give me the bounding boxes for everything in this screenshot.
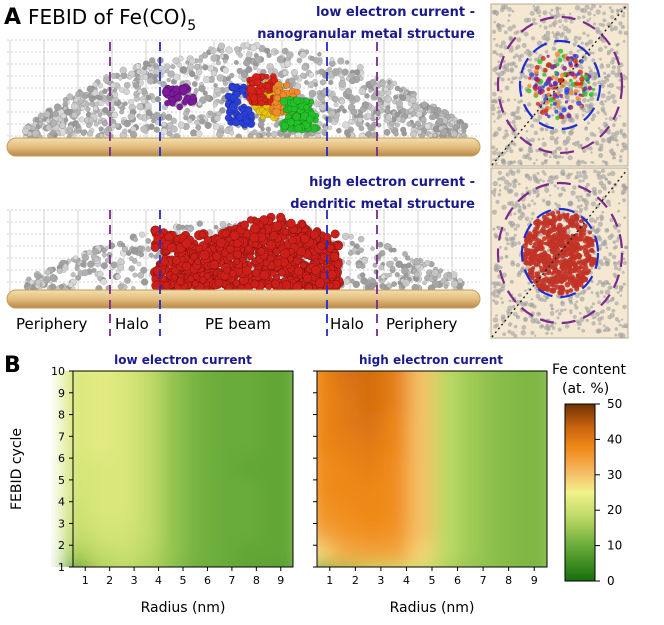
- colorbar: Fe content (at. %) 0 10 20 30 40 50: [552, 362, 626, 588]
- topview-low-current: [490, 3, 629, 167]
- simulation-high-current: high electron current - dendritic metal …: [6, 175, 481, 336]
- simulation-low-current: low electron current - nanogranular meta…: [6, 5, 481, 160]
- panel-a-title: FEBID of Fe(CO)5: [28, 5, 196, 34]
- colorbar-tick-label: 50: [607, 397, 622, 411]
- region-lines-bottom: [109, 210, 378, 336]
- y-tick-label: 2: [58, 539, 65, 552]
- x-tick-label: 7: [228, 574, 235, 587]
- y-tick-label: 4: [58, 496, 65, 509]
- beam-circle-bottom: [520, 207, 600, 299]
- x-tick-label: 4: [403, 574, 410, 587]
- colorbar-gradient: [564, 403, 596, 582]
- halo-circle-top: [496, 15, 624, 155]
- x-tick-label: 8: [505, 574, 512, 587]
- y-tick-label: 7: [58, 430, 65, 443]
- colorbar-tick-label: 40: [607, 432, 622, 446]
- top-caption-line2: nanogranular metal structure: [257, 27, 475, 42]
- diagonal-bottom: [491, 169, 628, 338]
- x-tick-label: 6: [454, 574, 461, 587]
- heatmap-cell: [258, 371, 293, 391]
- substrate-bottom: [6, 289, 481, 309]
- halo-circle-bottom: [496, 181, 624, 325]
- y-tick-label: 1: [58, 561, 65, 574]
- bottom-caption-line1: high electron current -: [309, 175, 475, 190]
- x-tick-label: 9: [531, 574, 538, 587]
- x-tick-label: 1: [326, 574, 333, 587]
- label-halo-right: Halo: [330, 315, 364, 333]
- colorbar-tick-label: 10: [607, 539, 622, 553]
- y-tick-label: 6: [58, 452, 65, 465]
- region-labels: Periphery Halo PE beam Halo Periphery: [16, 315, 457, 333]
- colorbar-title-line2: (at. %): [562, 381, 609, 397]
- x-tick-label: 2: [352, 574, 359, 587]
- colorbar-tick-label: 30: [607, 468, 622, 482]
- colorbar-tick-label: 20: [607, 503, 622, 517]
- y-tick-label: 8: [58, 409, 65, 422]
- y-tick-label: 3: [58, 517, 65, 530]
- y-tick-label: 10: [51, 365, 65, 378]
- x-tick-label: 3: [131, 574, 138, 587]
- x-tick-label: 5: [429, 574, 436, 587]
- x-tick-label: 9: [277, 574, 284, 587]
- panel-b-label: B: [4, 353, 21, 378]
- colorbar-title-line1: Fe content: [552, 362, 626, 378]
- x-tick-label: 7: [480, 574, 487, 587]
- x-tick-label: 2: [106, 574, 113, 587]
- metal-dendrite-bottom: [149, 212, 345, 294]
- y-axis-label: FEBID cycle: [9, 428, 25, 510]
- beam-circle-top: [518, 39, 602, 131]
- x-tick-label: 8: [253, 574, 260, 587]
- heatmap-cell: [511, 371, 547, 391]
- label-periphery-left: Periphery: [16, 315, 87, 333]
- y-tick-label: 5: [58, 474, 65, 487]
- substrate-top: [6, 137, 481, 157]
- bottom-caption-line2: dendritic metal structure: [290, 197, 475, 212]
- x-tick-label: 4: [155, 574, 162, 587]
- x-axis-label: Radius (nm): [141, 600, 226, 616]
- label-pe-beam: PE beam: [205, 315, 271, 333]
- heatmap-high-current: 1 2 3 4 5 6 7 8 9 high electron current Radius (nm…: [313, 353, 548, 616]
- panel-a-label: A: [4, 5, 21, 30]
- label-periphery-right: Periphery: [386, 315, 457, 333]
- x-axis-label: Radius (nm): [390, 600, 475, 616]
- heatmap-title: high electron current: [359, 353, 503, 367]
- x-tick-label: 6: [204, 574, 211, 587]
- panel-a-title-sub: 5: [187, 18, 196, 34]
- y-tick-label: 9: [58, 387, 65, 400]
- heatmap-low-current: 1 2 3 4 5 6 7 8 9 1 2 3 4 5 6 7 8 9 10 low electron current…: [9, 353, 294, 616]
- top-caption-line1: low electron current -: [316, 5, 475, 20]
- colorbar-tick-label: 0: [607, 574, 615, 588]
- x-tick-label: 3: [377, 574, 384, 587]
- region-lines-top: [109, 42, 378, 160]
- topview-high-current: [490, 167, 629, 339]
- x-tick-label: 1: [82, 574, 89, 587]
- x-tick-label: 5: [180, 574, 187, 587]
- label-halo-left: Halo: [115, 315, 149, 333]
- metal-clusters-top: [161, 73, 321, 134]
- panel-a-title-main: FEBID of Fe(CO): [28, 5, 187, 29]
- heatmap-title: low electron current: [114, 353, 252, 367]
